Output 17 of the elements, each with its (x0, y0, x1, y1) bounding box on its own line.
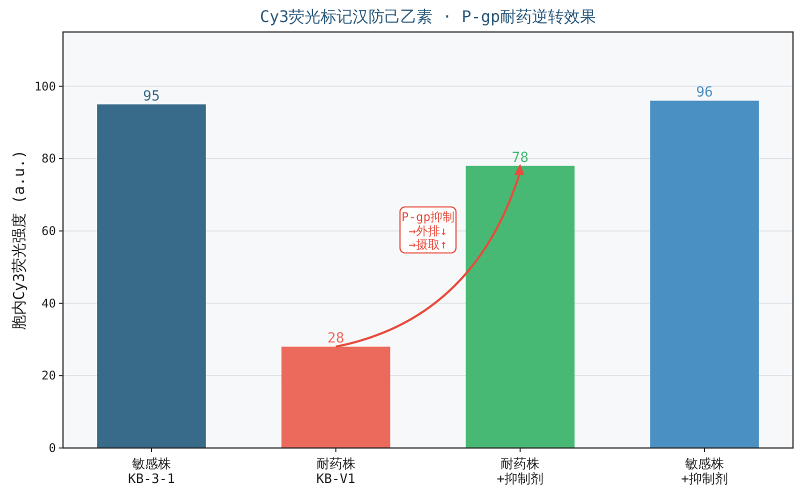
x-tick-label: 耐药株 +抑制剂 (496, 457, 544, 487)
data-label: 95 (143, 88, 160, 104)
y-tick-label: 100 (34, 79, 56, 94)
y-tick-label: 0 (48, 441, 56, 455)
x-tick-label: 耐药株 KB-V1 (316, 457, 356, 487)
y-tick-label: 20 (42, 368, 56, 383)
y-tick-label: 80 (42, 152, 56, 166)
y-tick-label: 40 (42, 296, 56, 310)
data-label: 78 (512, 150, 529, 166)
x-tick-label: 敏感株 KB-3-1 (128, 457, 175, 487)
y-tick-label: 60 (42, 224, 56, 238)
chart-title: Cy3荧光标记汉防己乙素 · P-gp耐药逆转效果 (260, 7, 596, 26)
y-axis-title: 胞内Cy3荧光强度 (a.u.) (10, 150, 28, 330)
data-label: 28 (327, 330, 344, 347)
data-label: 96 (696, 84, 713, 101)
annotation: P-gp抑制 →外排↓ →摄取↑ (402, 210, 454, 252)
x-tick-label: 敏感株 +抑制剂 (681, 457, 728, 487)
